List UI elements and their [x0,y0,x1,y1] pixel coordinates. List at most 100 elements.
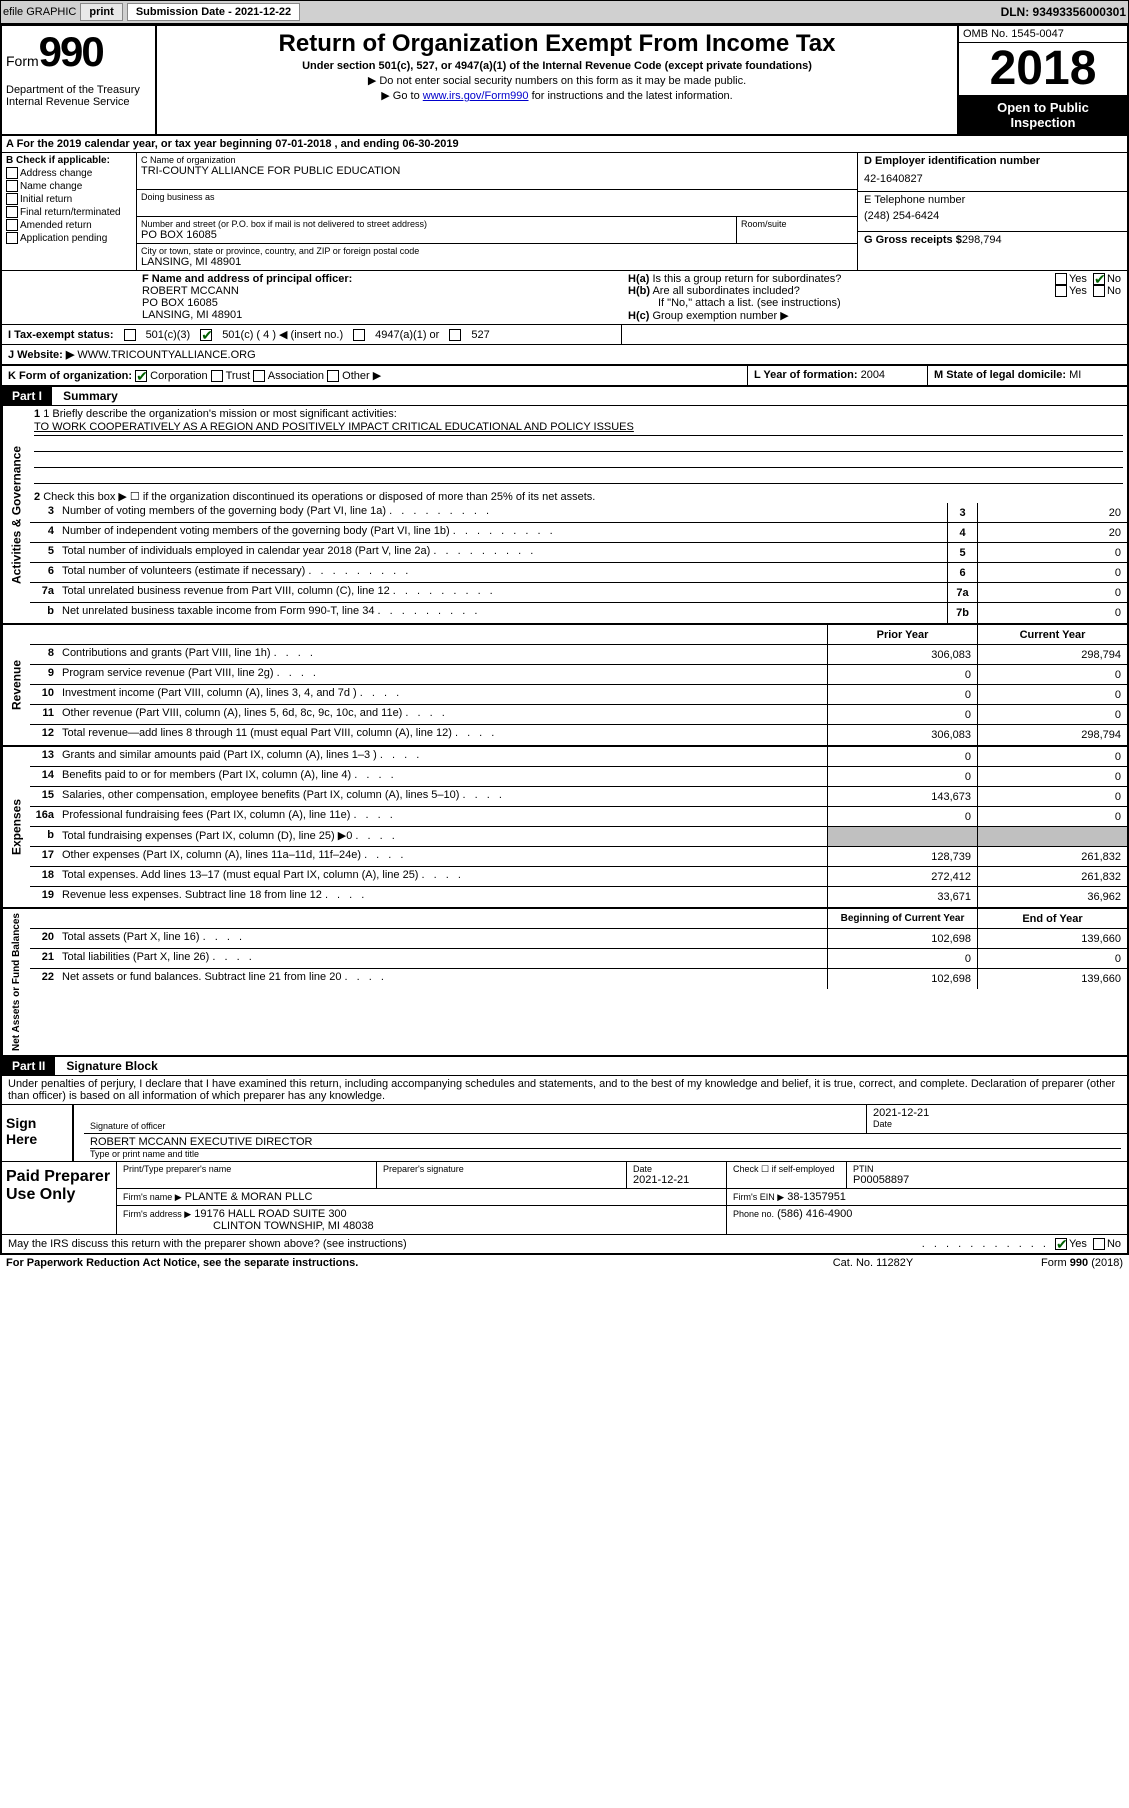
chk-trust[interactable] [211,370,223,382]
col-f-officer: F Name and address of principal officer:… [2,271,622,324]
col-k-form-org: K Form of organization: Corporation Trus… [2,366,747,385]
vtab-revenue: Revenue [2,625,30,745]
org-city: LANSING, MI 48901 [141,256,853,268]
row-a-period: A For the 2019 calendar year, or tax yea… [2,136,1127,153]
chk-address-change[interactable] [6,167,18,179]
firm-phone: (586) 416-4900 [777,1208,852,1220]
col-m-state: M State of legal domicile: MI [927,366,1127,385]
line-b: b Total fundraising expenses (Part IX, c… [30,827,1127,847]
chk-corp[interactable] [135,370,147,382]
gov-line-4: 4 Number of independent voting members o… [30,523,1127,543]
form-label: Form [6,53,39,69]
part2-header: Part II Signature Block [2,1057,1127,1076]
irs-link[interactable]: www.irs.gov/Form990 [423,90,529,102]
prep-check-label: Check ☐ if self-employed [727,1162,847,1188]
officer-name: ROBERT MCCANN [142,285,616,297]
paid-preparer-label: Paid Preparer Use Only [2,1162,117,1234]
section-revenue: Revenue Prior Year Current Year 8 Contri… [2,625,1127,747]
prep-sig-label: Preparer's signature [377,1162,627,1188]
vtab-netassets: Net Assets or Fund Balances [2,909,30,1055]
firm-name: PLANTE & MORAN PLLC [185,1191,313,1203]
chk-ha-no[interactable] [1093,273,1105,285]
section-expenses: Expenses 13 Grants and similar amounts p… [2,747,1127,909]
line-15: 15 Salaries, other compensation, employe… [30,787,1127,807]
row-k-l-m: K Form of organization: Corporation Trus… [2,366,1127,387]
phone-label: E Telephone number [864,194,1121,206]
col-b-checkboxes: B Check if applicable: Address change Na… [2,153,137,270]
ein-value: 42-1640827 [864,173,1121,185]
form-subtitle: Under section 501(c), 527, or 4947(a)(1)… [161,60,953,72]
col-h-group: H(a) Is this a group return for subordin… [622,271,1127,324]
org-address: PO BOX 16085 [141,229,732,241]
sig-officer-label: Signature of officer [90,1121,860,1131]
col-c-org-info: C Name of organization TRI-COUNTY ALLIAN… [137,153,857,270]
form-header: Form990 Department of the Treasury Inter… [2,26,1127,136]
chk-hb-yes[interactable] [1055,285,1067,297]
header-right: OMB No. 1545-0047 2018 Open to Public In… [957,26,1127,134]
chk-527[interactable] [449,329,461,341]
vtab-expenses: Expenses [2,747,30,907]
prep-date: 2021-12-21 [633,1174,720,1186]
chk-app-pending[interactable] [6,232,18,244]
chk-name-change[interactable] [6,180,18,192]
form-number: 990 [39,28,103,75]
line-11: 11 Other revenue (Part VIII, column (A),… [30,705,1127,725]
mission-text: TO WORK COOPERATIVELY AS A REGION AND PO… [34,420,1123,436]
line-22: 22 Net assets or fund balances. Subtract… [30,969,1127,989]
dln: DLN: 93493356000301 [1001,5,1126,19]
footer: For Paperwork Reduction Act Notice, see … [0,1255,1129,1271]
part2-title: Signature Block [58,1057,165,1075]
chk-other[interactable] [327,370,339,382]
sig-date-val: 2021-12-21 [873,1107,1121,1119]
chk-ha-yes[interactable] [1055,273,1067,285]
gov-line-6: 6 Total number of volunteers (estimate i… [30,563,1127,583]
line-17: 17 Other expenses (Part IX, column (A), … [30,847,1127,867]
gross-value: 298,794 [962,234,1002,246]
tax-year: 2018 [959,43,1127,96]
paperwork-notice: For Paperwork Reduction Act Notice, see … [6,1257,773,1269]
paid-preparer-block: Paid Preparer Use Only Print/Type prepar… [2,1161,1127,1234]
sig-date-label: Date [873,1119,1121,1129]
top-bar: efile GRAPHIC print Submission Date - 20… [0,0,1129,24]
line-10: 10 Investment income (Part VIII, column … [30,685,1127,705]
hc-label: H(c) Group exemption number ▶ [628,309,1121,322]
form-note1: ▶ Do not enter social security numbers o… [161,74,953,87]
chk-assoc[interactable] [253,370,265,382]
dept-treasury: Department of the Treasury Internal Reve… [6,84,151,108]
chk-501c[interactable] [200,329,212,341]
dba-label: Doing business as [141,192,853,202]
sign-here-block: Sign Here Signature of officer 2021-12-2… [2,1105,1127,1161]
org-name: TRI-COUNTY ALLIANCE FOR PUBLIC EDUCATION [141,165,853,177]
chk-hb-no[interactable] [1093,285,1105,297]
col-begin-year: Beginning of Current Year [827,909,977,928]
name-title-label: Type or print name and title [90,1148,1121,1159]
chk-amended[interactable] [6,219,18,231]
officer-addr1: PO BOX 16085 [142,297,616,309]
chk-discuss-yes[interactable] [1055,1238,1067,1250]
print-button[interactable]: print [80,3,122,21]
section-f-h: F Name and address of principal officer:… [2,271,1127,325]
chk-initial-return[interactable] [6,193,18,205]
line-14: 14 Benefits paid to or for members (Part… [30,767,1127,787]
gross-label: G Gross receipts $ [864,234,962,246]
chk-4947[interactable] [353,329,365,341]
line-20: 20 Total assets (Part X, line 16) . . . … [30,929,1127,949]
gov-line-3: 3 Number of voting members of the govern… [30,503,1127,523]
col-d-e-g: D Employer identification number 42-1640… [857,153,1127,270]
chk-501c3[interactable] [124,329,136,341]
chk-discuss-no[interactable] [1093,1238,1105,1250]
line-13: 13 Grants and similar amounts paid (Part… [30,747,1127,767]
line-9: 9 Program service revenue (Part VIII, li… [30,665,1127,685]
row-j-website: J Website: ▶ WWW.TRICOUNTYALLIANCE.ORG [2,345,1127,366]
part2-badge: Part II [2,1057,55,1075]
col-current-year: Current Year [977,625,1127,644]
line-18: 18 Total expenses. Add lines 13–17 (must… [30,867,1127,887]
gov-line-5: 5 Total number of individuals employed i… [30,543,1127,563]
hb-note: If "No," attach a list. (see instruction… [628,297,1121,309]
cat-no: Cat. No. 11282Y [773,1257,973,1269]
city-label: City or town, state or province, country… [141,246,853,256]
chk-final-return[interactable] [6,206,18,218]
line-16a: 16a Professional fundraising fees (Part … [30,807,1127,827]
section-b-to-g: B Check if applicable: Address change Na… [2,153,1127,271]
form-ref: Form 990 (2018) [973,1257,1123,1269]
